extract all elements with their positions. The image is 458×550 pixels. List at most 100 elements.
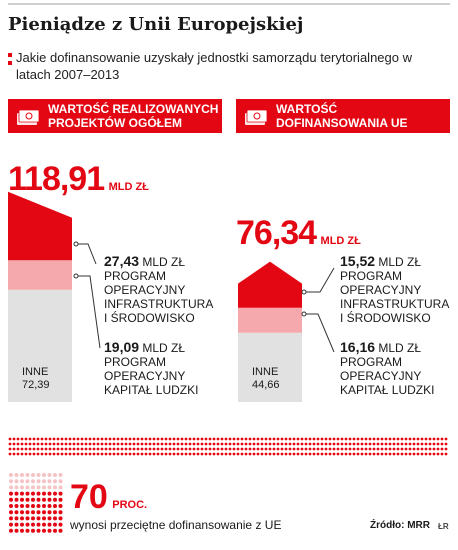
separator-dot: [192, 452, 196, 456]
separator-dot: [340, 447, 344, 451]
percent-dot: [31, 491, 35, 496]
percent-dot: [31, 510, 35, 515]
separator-dot: [292, 437, 296, 441]
separator-dot: [96, 452, 100, 456]
percent-dot: [53, 479, 57, 484]
percent-dot: [42, 491, 46, 496]
footer-source: Źródło: MRR: [370, 520, 430, 531]
percent-dot: [25, 497, 30, 502]
stack-segment: [8, 191, 72, 261]
separator-dot: [192, 442, 196, 446]
separator-dot: [300, 437, 304, 441]
separator-dot: [336, 447, 340, 451]
separator-dot: [28, 452, 32, 456]
separator-dot: [108, 447, 112, 451]
stack-segment: [238, 307, 302, 333]
percent-dot: [14, 528, 19, 533]
separator-dot: [92, 447, 96, 451]
separator-dot: [236, 452, 240, 456]
separator-dot: [132, 447, 136, 451]
separator-dot: [392, 447, 396, 451]
separator-dot: [68, 442, 72, 446]
separator-dot: [160, 442, 164, 446]
percent-dot: [53, 522, 57, 527]
separator-dot: [232, 437, 236, 441]
separator-dot: [436, 447, 440, 451]
separator-dot: [92, 437, 96, 441]
separator-dot: [112, 437, 116, 441]
separator-dot: [196, 447, 200, 451]
separator-dot: [28, 437, 32, 441]
percent-dot: [58, 497, 63, 502]
stack-segment: [238, 332, 302, 402]
separator-dot: [368, 437, 372, 441]
percent-dot: [9, 479, 13, 484]
percent-dot: [31, 528, 35, 533]
label-left-p1-l4: I ŚRODOWISKO: [104, 311, 195, 325]
separator-dot: [192, 447, 196, 451]
separator-dot: [24, 447, 28, 451]
separator-dot: [364, 442, 368, 446]
separator-dot: [336, 437, 340, 441]
percent-dot: [25, 485, 30, 490]
percent-dot: [42, 510, 46, 515]
total-left-value: 118,91: [8, 160, 105, 198]
separator-dot: [152, 447, 156, 451]
percent-dot: [36, 510, 41, 515]
separator-dot: [320, 452, 324, 456]
separator-dot: [376, 442, 380, 446]
separator-dot: [240, 442, 244, 446]
subtitle-marker: [8, 53, 12, 57]
separator-dot: [424, 447, 428, 451]
separator-dot: [324, 442, 328, 446]
separator-dot: [176, 437, 180, 441]
separator-dot: [256, 437, 260, 441]
leader-right-p2: [304, 313, 335, 353]
separator-dot: [260, 437, 264, 441]
separator-dot: [244, 452, 248, 456]
separator-dot: [44, 447, 48, 451]
separator-dot: [332, 442, 336, 446]
separator-dot: [264, 452, 268, 456]
percent-dot: [14, 516, 19, 521]
separator-dot: [248, 437, 252, 441]
separator-dot: [400, 452, 404, 456]
separator-dot: [12, 442, 16, 446]
separator-dot: [340, 437, 344, 441]
label-right-p2-unit: MLD ZŁ: [378, 341, 422, 355]
separator-dot: [288, 442, 292, 446]
separator-dot: [348, 452, 352, 456]
separator-dot: [156, 452, 160, 456]
label-right-p1-l1: PROGRAM: [340, 269, 403, 283]
separator-dot: [372, 437, 376, 441]
separator-dot: [64, 447, 68, 451]
separator-dot: [236, 437, 240, 441]
separator-dot: [244, 437, 248, 441]
separator-dot: [220, 447, 224, 451]
separator-dot: [280, 437, 284, 441]
separator-dot: [80, 452, 84, 456]
separator-dot: [380, 437, 384, 441]
separator-dot: [404, 447, 408, 451]
separator-dot: [424, 442, 428, 446]
label-left-inne-name: INNE: [22, 366, 49, 378]
percent-dot: [36, 497, 41, 502]
separator-dot: [8, 442, 12, 446]
separator-dot: [360, 447, 364, 451]
leader-right-p2-dot: [301, 311, 307, 317]
separator-dot: [284, 442, 288, 446]
total-right-value: 76,34: [236, 214, 317, 252]
percent-dot: [9, 497, 13, 502]
separator-dot: [32, 452, 36, 456]
separator-dot: [312, 452, 316, 456]
separator-dot: [80, 437, 84, 441]
stack-segment: [8, 289, 72, 402]
separator-dot: [136, 437, 140, 441]
separator-dot: [32, 442, 36, 446]
separator-dot: [44, 452, 48, 456]
percent-dot: [42, 497, 46, 502]
separator-dot: [296, 442, 300, 446]
separator-dot: [156, 442, 160, 446]
separator-dot: [120, 452, 124, 456]
separator-dot: [108, 437, 112, 441]
